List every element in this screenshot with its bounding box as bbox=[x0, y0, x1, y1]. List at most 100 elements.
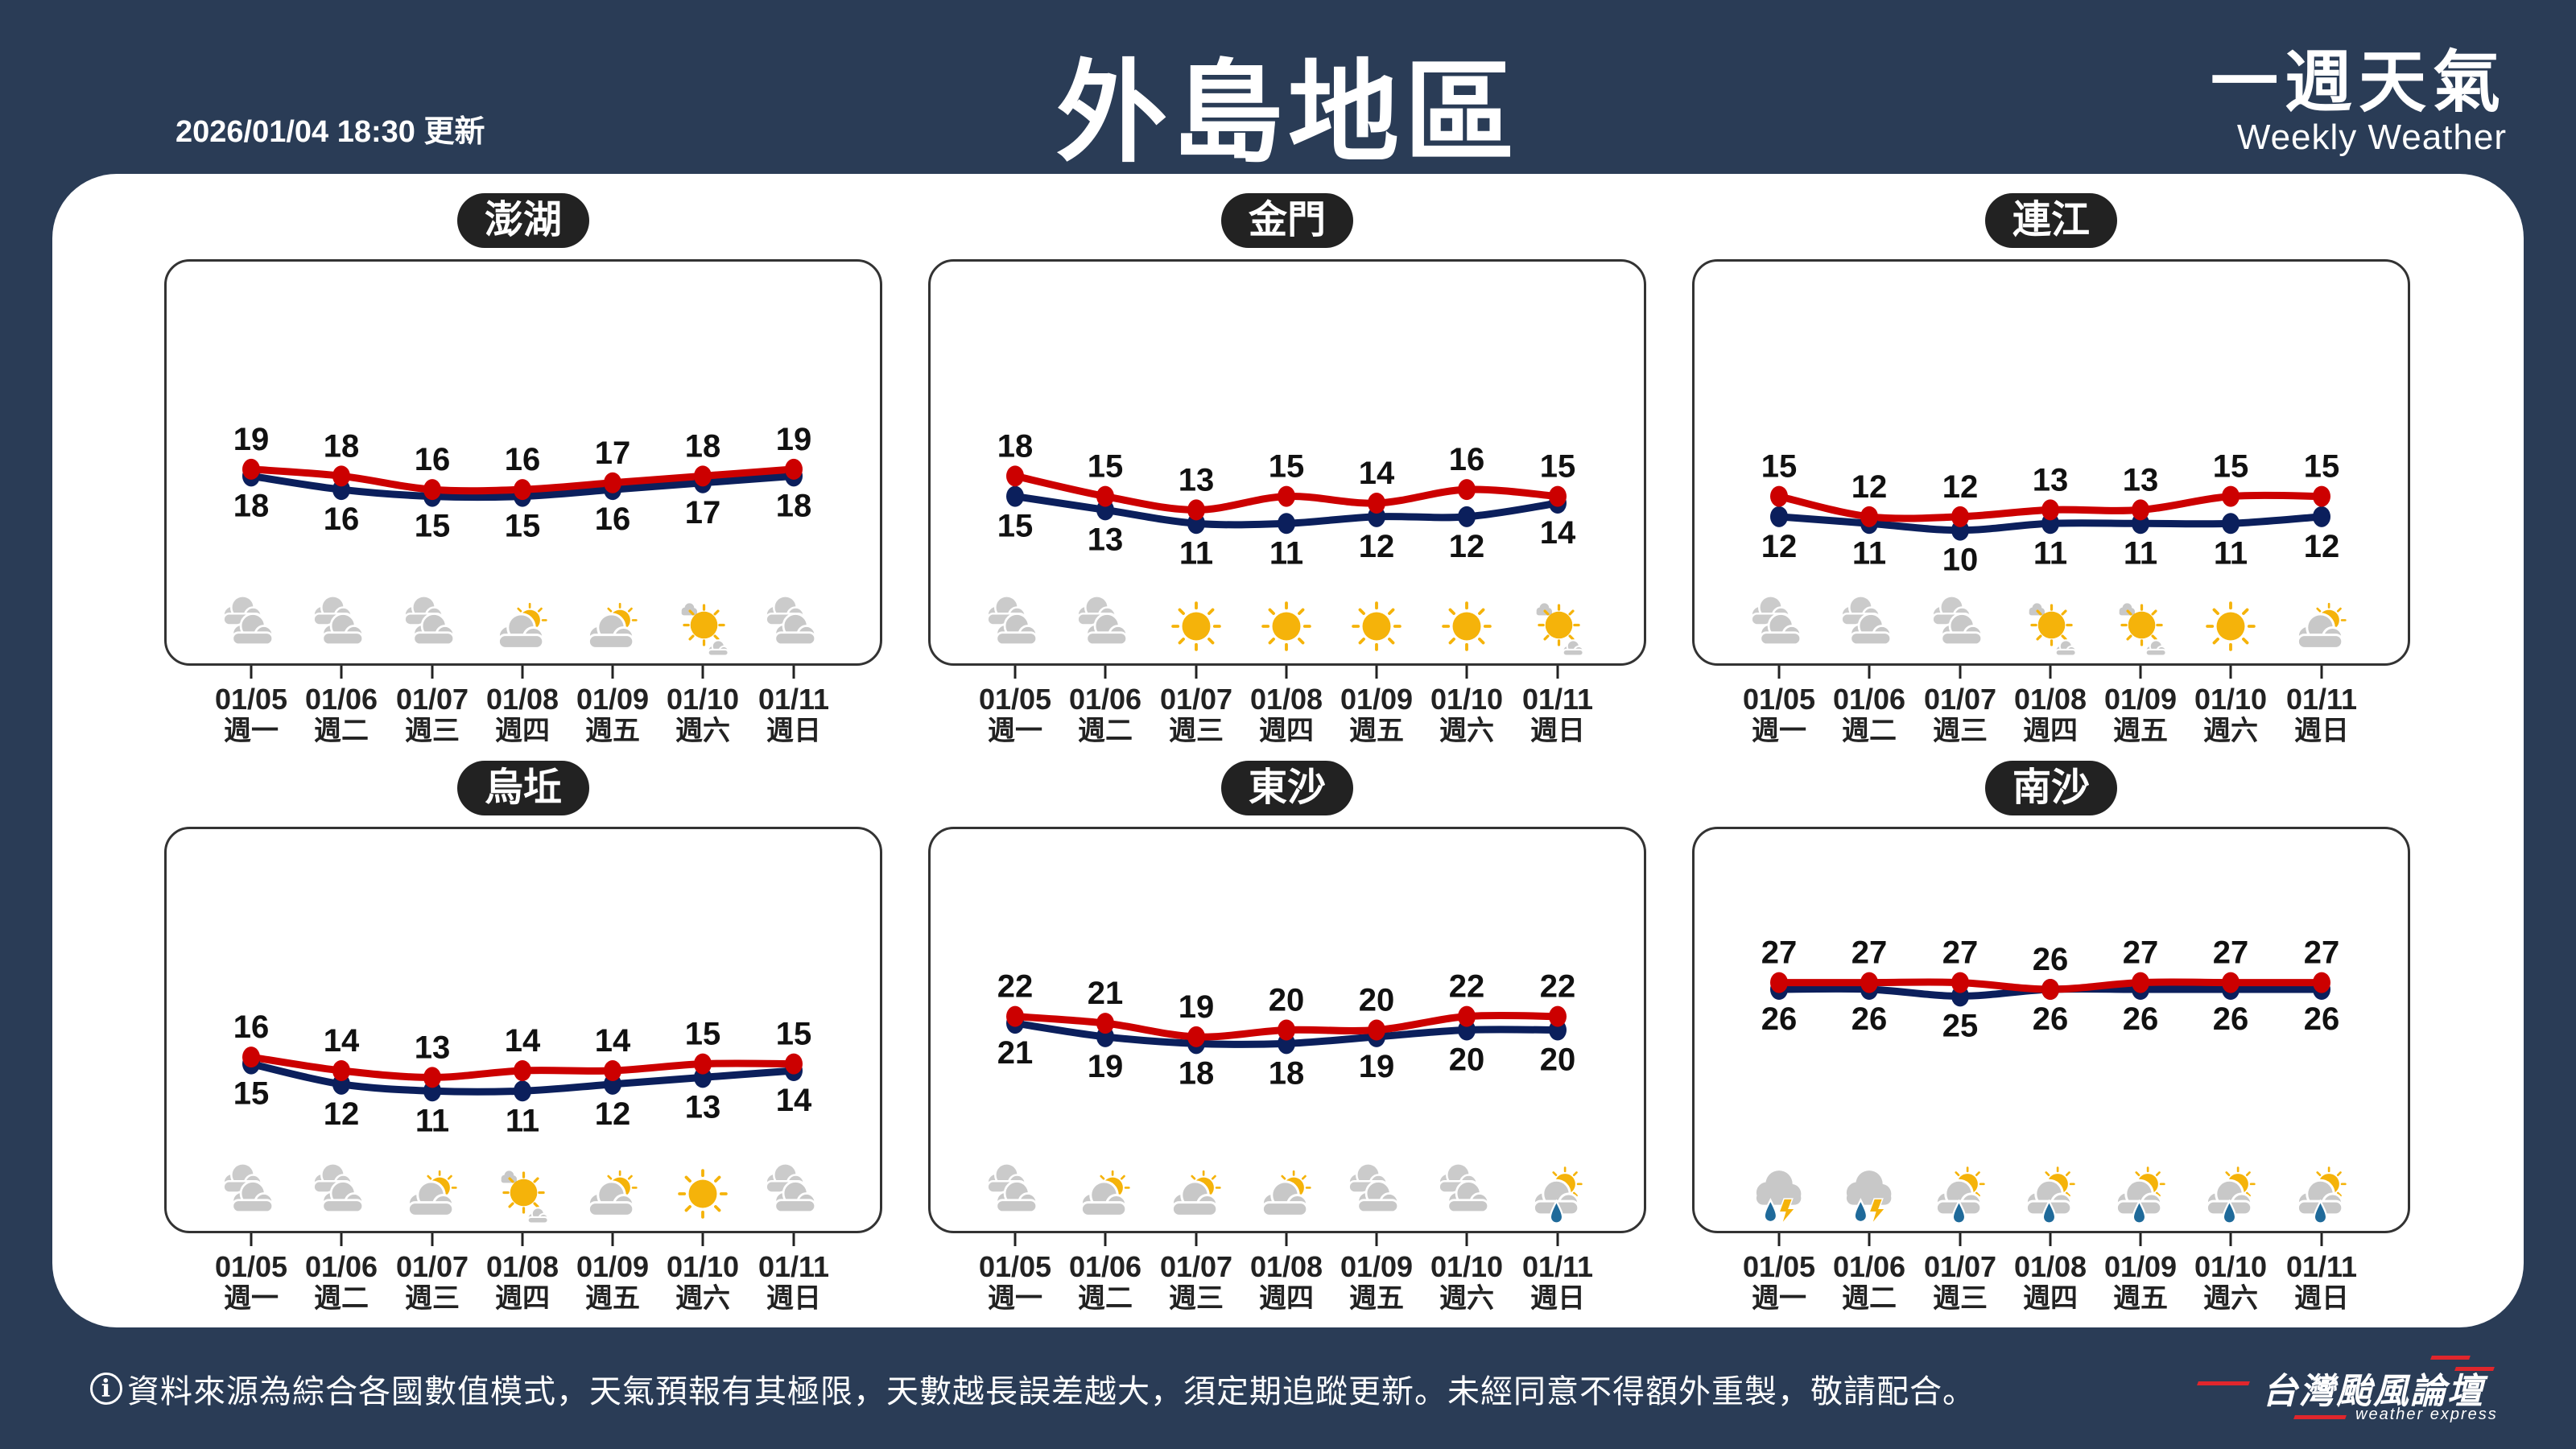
low-temp-point bbox=[2222, 513, 2240, 535]
high-temp-label: 16 bbox=[233, 1009, 270, 1045]
low-temp-label: 10 bbox=[1942, 543, 1979, 578]
weekday-label: 週二 bbox=[314, 1283, 369, 1314]
high-temp-point bbox=[785, 458, 803, 480]
low-temp-label: 15 bbox=[415, 509, 451, 544]
weekday-label: 週四 bbox=[495, 1283, 550, 1314]
high-temp-label: 16 bbox=[415, 442, 451, 477]
update-timestamp: 2026/01/04 18:30 更新 bbox=[175, 115, 485, 149]
weekday-label: 週一 bbox=[224, 716, 279, 746]
high-temp-point bbox=[2041, 979, 2059, 1000]
chart-frame bbox=[1692, 827, 2410, 1233]
low-temp-label: 25 bbox=[1942, 1008, 1979, 1043]
date-label: 01/09 bbox=[1340, 683, 1413, 716]
high-temp-point bbox=[1458, 479, 1476, 501]
date-label: 01/11 bbox=[758, 683, 829, 716]
weekday-label: 週日 bbox=[766, 1283, 821, 1314]
low-temp-label: 20 bbox=[1449, 1042, 1485, 1078]
date-label: 01/07 bbox=[1160, 683, 1232, 716]
weekday-label: 週四 bbox=[2023, 1283, 2078, 1314]
weekday-label: 週四 bbox=[1259, 716, 1314, 746]
logo: 台灣颱風論壇 weather express bbox=[2197, 1352, 2520, 1433]
low-temp-label: 15 bbox=[233, 1076, 270, 1112]
high-temp-point bbox=[1187, 1026, 1205, 1047]
low-temp-point bbox=[1770, 506, 1788, 527]
chart-frame bbox=[928, 259, 1646, 666]
high-temp-label: 20 bbox=[1269, 983, 1305, 1018]
date-label: 01/11 bbox=[1522, 1250, 1593, 1283]
low-temp-label: 15 bbox=[997, 509, 1034, 544]
high-temp-point bbox=[1770, 972, 1788, 993]
high-temp-label: 19 bbox=[1179, 989, 1215, 1025]
weekday-label: 週五 bbox=[2113, 716, 2168, 746]
high-temp-point bbox=[1951, 506, 1969, 527]
high-temp-point bbox=[1549, 1005, 1567, 1027]
region-title: 澎湖 bbox=[457, 193, 589, 248]
date-label: 01/07 bbox=[396, 1250, 469, 1283]
date-label: 01/11 bbox=[1522, 683, 1593, 716]
high-temp-label: 14 bbox=[505, 1023, 541, 1059]
high-temp-point bbox=[423, 479, 441, 501]
low-temp-label: 13 bbox=[1088, 522, 1124, 557]
high-temp-label: 15 bbox=[1269, 449, 1305, 485]
date-label: 01/08 bbox=[2014, 1250, 2087, 1283]
logo-subtitle: weather express bbox=[2355, 1406, 2498, 1423]
high-temp-point bbox=[2041, 499, 2059, 521]
high-temp-label: 27 bbox=[2304, 935, 2340, 971]
logo-stripe bbox=[2430, 1356, 2471, 1360]
low-temp-label: 16 bbox=[324, 502, 360, 537]
high-temp-label: 27 bbox=[1761, 935, 1798, 971]
high-temp-point bbox=[242, 1046, 260, 1068]
low-temp-label: 18 bbox=[1269, 1055, 1305, 1091]
footer: i 資料來源為綜合各國數值模式，天氣預報有其極限，天數越長誤差越大，須定期追蹤更… bbox=[90, 1365, 1975, 1412]
chart-frame bbox=[164, 827, 882, 1233]
weekday-label: 週一 bbox=[988, 716, 1042, 746]
region-title: 烏坵 bbox=[457, 761, 589, 815]
weekday-label: 週二 bbox=[314, 716, 369, 746]
weekday-label: 週三 bbox=[405, 716, 460, 746]
high-temp-label: 15 bbox=[1540, 449, 1576, 485]
high-temp-label: 18 bbox=[685, 428, 721, 464]
low-temp-label: 11 bbox=[2124, 535, 2157, 571]
weekday-label: 週一 bbox=[1752, 1283, 1806, 1314]
high-temp-label: 12 bbox=[1852, 469, 1888, 505]
high-temp-point bbox=[1006, 465, 1024, 487]
high-temp-label: 12 bbox=[1942, 469, 1979, 505]
low-temp-label: 26 bbox=[2304, 1001, 2340, 1037]
high-temp-point bbox=[332, 465, 350, 487]
high-temp-point bbox=[1006, 1005, 1024, 1027]
brand: 一週天氣 Weekly Weather bbox=[2211, 45, 2507, 156]
low-temp-label: 12 bbox=[1449, 529, 1485, 564]
high-temp-point bbox=[2313, 972, 2330, 993]
high-temp-label: 21 bbox=[1088, 976, 1124, 1011]
high-temp-label: 18 bbox=[997, 428, 1034, 464]
low-temp-point bbox=[2313, 506, 2330, 527]
region-title: 金門 bbox=[1221, 193, 1353, 248]
high-temp-point bbox=[1278, 1019, 1295, 1041]
date-label: 01/08 bbox=[1250, 1250, 1323, 1283]
low-temp-label: 26 bbox=[2033, 1001, 2069, 1037]
high-temp-point bbox=[514, 1060, 531, 1081]
high-temp-point bbox=[1951, 972, 1969, 993]
date-label: 01/06 bbox=[305, 1250, 378, 1283]
weekday-label: 週三 bbox=[1933, 716, 1988, 746]
weekday-label: 週二 bbox=[1078, 716, 1133, 746]
high-temp-label: 14 bbox=[1359, 456, 1395, 491]
date-label: 01/10 bbox=[1430, 683, 1503, 716]
date-label: 01/10 bbox=[667, 1250, 739, 1283]
high-temp-point bbox=[1096, 1013, 1114, 1034]
high-temp-label: 14 bbox=[595, 1023, 631, 1059]
date-label: 01/09 bbox=[1340, 1250, 1413, 1283]
weekday-label: 週二 bbox=[1078, 1283, 1133, 1314]
date-label: 01/05 bbox=[215, 683, 287, 716]
high-temp-label: 19 bbox=[776, 422, 812, 457]
low-temp-label: 12 bbox=[1761, 529, 1798, 564]
high-temp-point bbox=[694, 465, 712, 487]
weekday-label: 週六 bbox=[2203, 716, 2258, 746]
date-label: 01/06 bbox=[305, 683, 378, 716]
high-temp-point bbox=[514, 479, 531, 501]
low-temp-label: 16 bbox=[595, 502, 631, 537]
brand-title: 一週天氣 bbox=[2210, 44, 2507, 120]
date-label: 01/10 bbox=[1430, 1250, 1503, 1283]
